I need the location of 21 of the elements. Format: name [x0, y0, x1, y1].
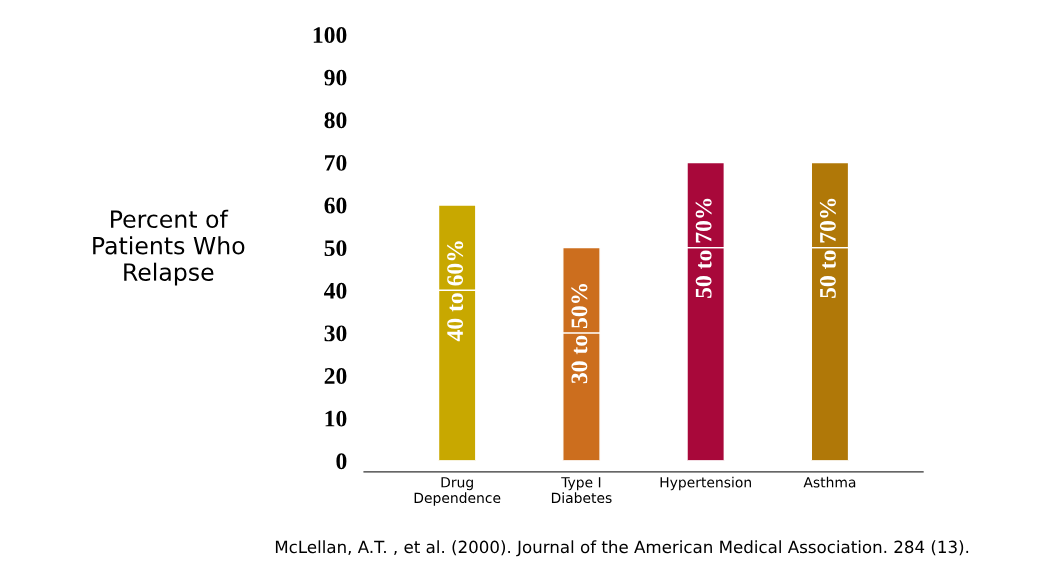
y-tick-label: 80 [324, 112, 347, 129]
annotation: 50 to 70% [819, 198, 836, 298]
y-tick-label: 50 [324, 240, 347, 257]
annotation: 50 to 70% [695, 198, 712, 298]
y-tick-label: 0 [336, 453, 347, 470]
annotation: 40 to 60% [447, 241, 464, 342]
y-tick-label: 90 [324, 69, 347, 86]
y-tick-label: 60 [324, 197, 347, 214]
y-tick-label: 30 [324, 325, 347, 342]
y-tick-label: 40 [324, 282, 347, 299]
x-tick-label: Hypertension [660, 476, 751, 491]
text: McLellan, A.T. , et al. (2000). Journal of the American Medical Association. 284 (13). [275, 540, 969, 557]
y-tick-label: 100 [313, 27, 347, 43]
x-tick-label: Drug Dependence [414, 477, 501, 506]
x-tick-label: Asthma [803, 476, 856, 488]
y-axis-title: Percent of Patients Who Relapse [93, 209, 245, 286]
x-tick-label: Type I Diabetes [551, 477, 612, 504]
y-tick-label: 20 [324, 368, 347, 384]
annotation: 30 to 50% [571, 283, 588, 384]
y-tick-label: 70 [325, 154, 347, 171]
y-tick-label: 10 [325, 410, 347, 427]
